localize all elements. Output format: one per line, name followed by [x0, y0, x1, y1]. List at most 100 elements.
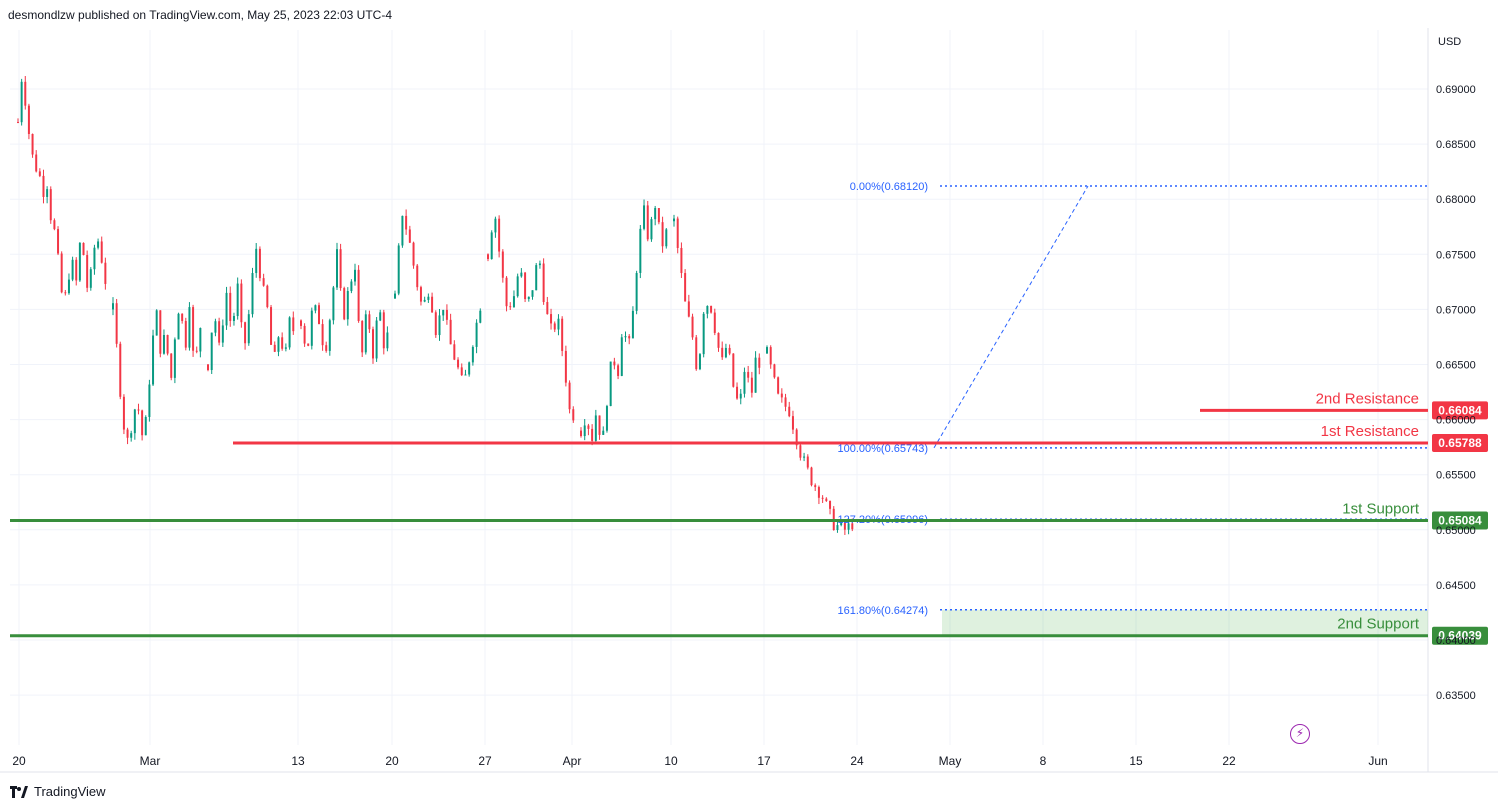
candle-body [847, 523, 850, 530]
tradingview-brand[interactable]: TradingView [10, 784, 106, 799]
candle-body [71, 259, 74, 280]
candle-body [181, 313, 184, 321]
candle-body [144, 417, 147, 436]
candle-body [583, 425, 586, 437]
candle-body [598, 415, 601, 435]
candle-body [75, 259, 78, 281]
candle-body [736, 386, 739, 399]
level-label: 2nd Support [1337, 616, 1420, 633]
flash-icon[interactable]: ⚡ [1290, 724, 1310, 744]
candle-body [328, 320, 331, 351]
candle-body [743, 371, 746, 394]
candle-body [332, 287, 335, 321]
candle-body [307, 343, 310, 346]
candle-body [713, 312, 716, 333]
candle-body [244, 322, 247, 344]
candle-body [724, 347, 727, 358]
publisher-header: desmondlzw published on TradingView.com,… [8, 8, 392, 22]
candle-body [464, 374, 467, 376]
candle-body [550, 314, 553, 324]
candle-body [676, 218, 679, 248]
candle-body [64, 292, 67, 294]
candle-body [412, 242, 415, 266]
candle-body [408, 229, 411, 243]
candle-body [397, 245, 400, 294]
candle-body [270, 307, 273, 345]
candle-body [46, 189, 49, 197]
candle-body [221, 325, 224, 343]
y-tick-label: 0.67500 [1436, 249, 1476, 261]
candle-body [449, 319, 452, 345]
candle-body [498, 218, 501, 252]
candle-body [524, 272, 527, 300]
candle-body [162, 335, 165, 354]
candle-body [605, 406, 608, 431]
candle-body [60, 253, 63, 293]
x-tick-label: Mar [140, 754, 161, 768]
x-tick-label: 13 [291, 754, 305, 768]
candle-body [665, 229, 668, 247]
candle-body [112, 303, 114, 310]
candle-body [777, 377, 780, 394]
y-tick-label: 0.66500 [1436, 360, 1476, 372]
candle-body [836, 525, 839, 530]
price-tag-text: 0.64039 [1438, 629, 1482, 643]
candle-body [159, 310, 162, 354]
candle-body [591, 428, 594, 441]
candle-body [152, 335, 155, 385]
candle-body [119, 343, 122, 397]
y-tick-label: 0.69000 [1436, 84, 1476, 96]
candle-body [468, 362, 471, 375]
candle-body [357, 269, 360, 321]
candle-body [587, 425, 590, 429]
candle-body [509, 306, 512, 308]
x-tick-label: 15 [1129, 754, 1143, 768]
candle-body [650, 219, 653, 240]
candle-body [617, 365, 620, 376]
price-axis[interactable]: USD 0.69000 0.68500 0.68000 0.67500 0.67000 0.… [1436, 36, 1476, 702]
candle-body [31, 133, 34, 155]
candle-body [49, 189, 52, 221]
candle-body [195, 350, 198, 352]
y-tick-label: 0.65500 [1436, 470, 1476, 482]
candle-body [405, 215, 408, 230]
candle-body [717, 332, 720, 348]
candle-body [494, 218, 497, 233]
candle-body [795, 429, 798, 446]
candle-body [419, 287, 422, 302]
candle-body [568, 382, 571, 410]
y-tick-label: 0.64500 [1436, 580, 1476, 592]
candle-body [210, 332, 213, 371]
candle-body [27, 105, 30, 134]
y-tick-label: 0.68500 [1436, 139, 1476, 151]
candle-body [553, 323, 556, 330]
candle-body [173, 339, 176, 378]
candle-body [184, 320, 187, 348]
candle-body [303, 325, 306, 344]
time-axis[interactable]: 20 Mar 13 20 27 Apr 10 17 24 May 8 15 22 Jun [12, 754, 1387, 768]
candle-body [115, 303, 118, 344]
candle-body [273, 344, 276, 352]
fib-trendline[interactable] [933, 185, 1089, 449]
publisher-text: desmondlzw published on TradingView.com,… [8, 8, 392, 22]
candle-body [810, 467, 813, 486]
fib-label: 0.00%(0.68120) [850, 181, 928, 193]
candle-body [654, 208, 657, 220]
candle-body [843, 522, 846, 530]
candle-body [479, 310, 482, 323]
price-tag-text: 0.65084 [1438, 514, 1482, 528]
candle-body [803, 456, 806, 458]
y-tick-label: 0.65000 [1436, 525, 1476, 537]
candle-body [747, 371, 750, 378]
candle-body [784, 397, 787, 407]
candle-body [758, 357, 761, 368]
candle-body [20, 81, 23, 123]
level-label: 1st Resistance [1321, 423, 1419, 440]
currency-label: USD [1438, 36, 1461, 48]
price-tag-text: 0.65788 [1438, 436, 1482, 450]
candle-body [851, 523, 854, 530]
candle-body [527, 296, 530, 300]
candle-body [188, 307, 191, 348]
candle-body [97, 241, 100, 248]
